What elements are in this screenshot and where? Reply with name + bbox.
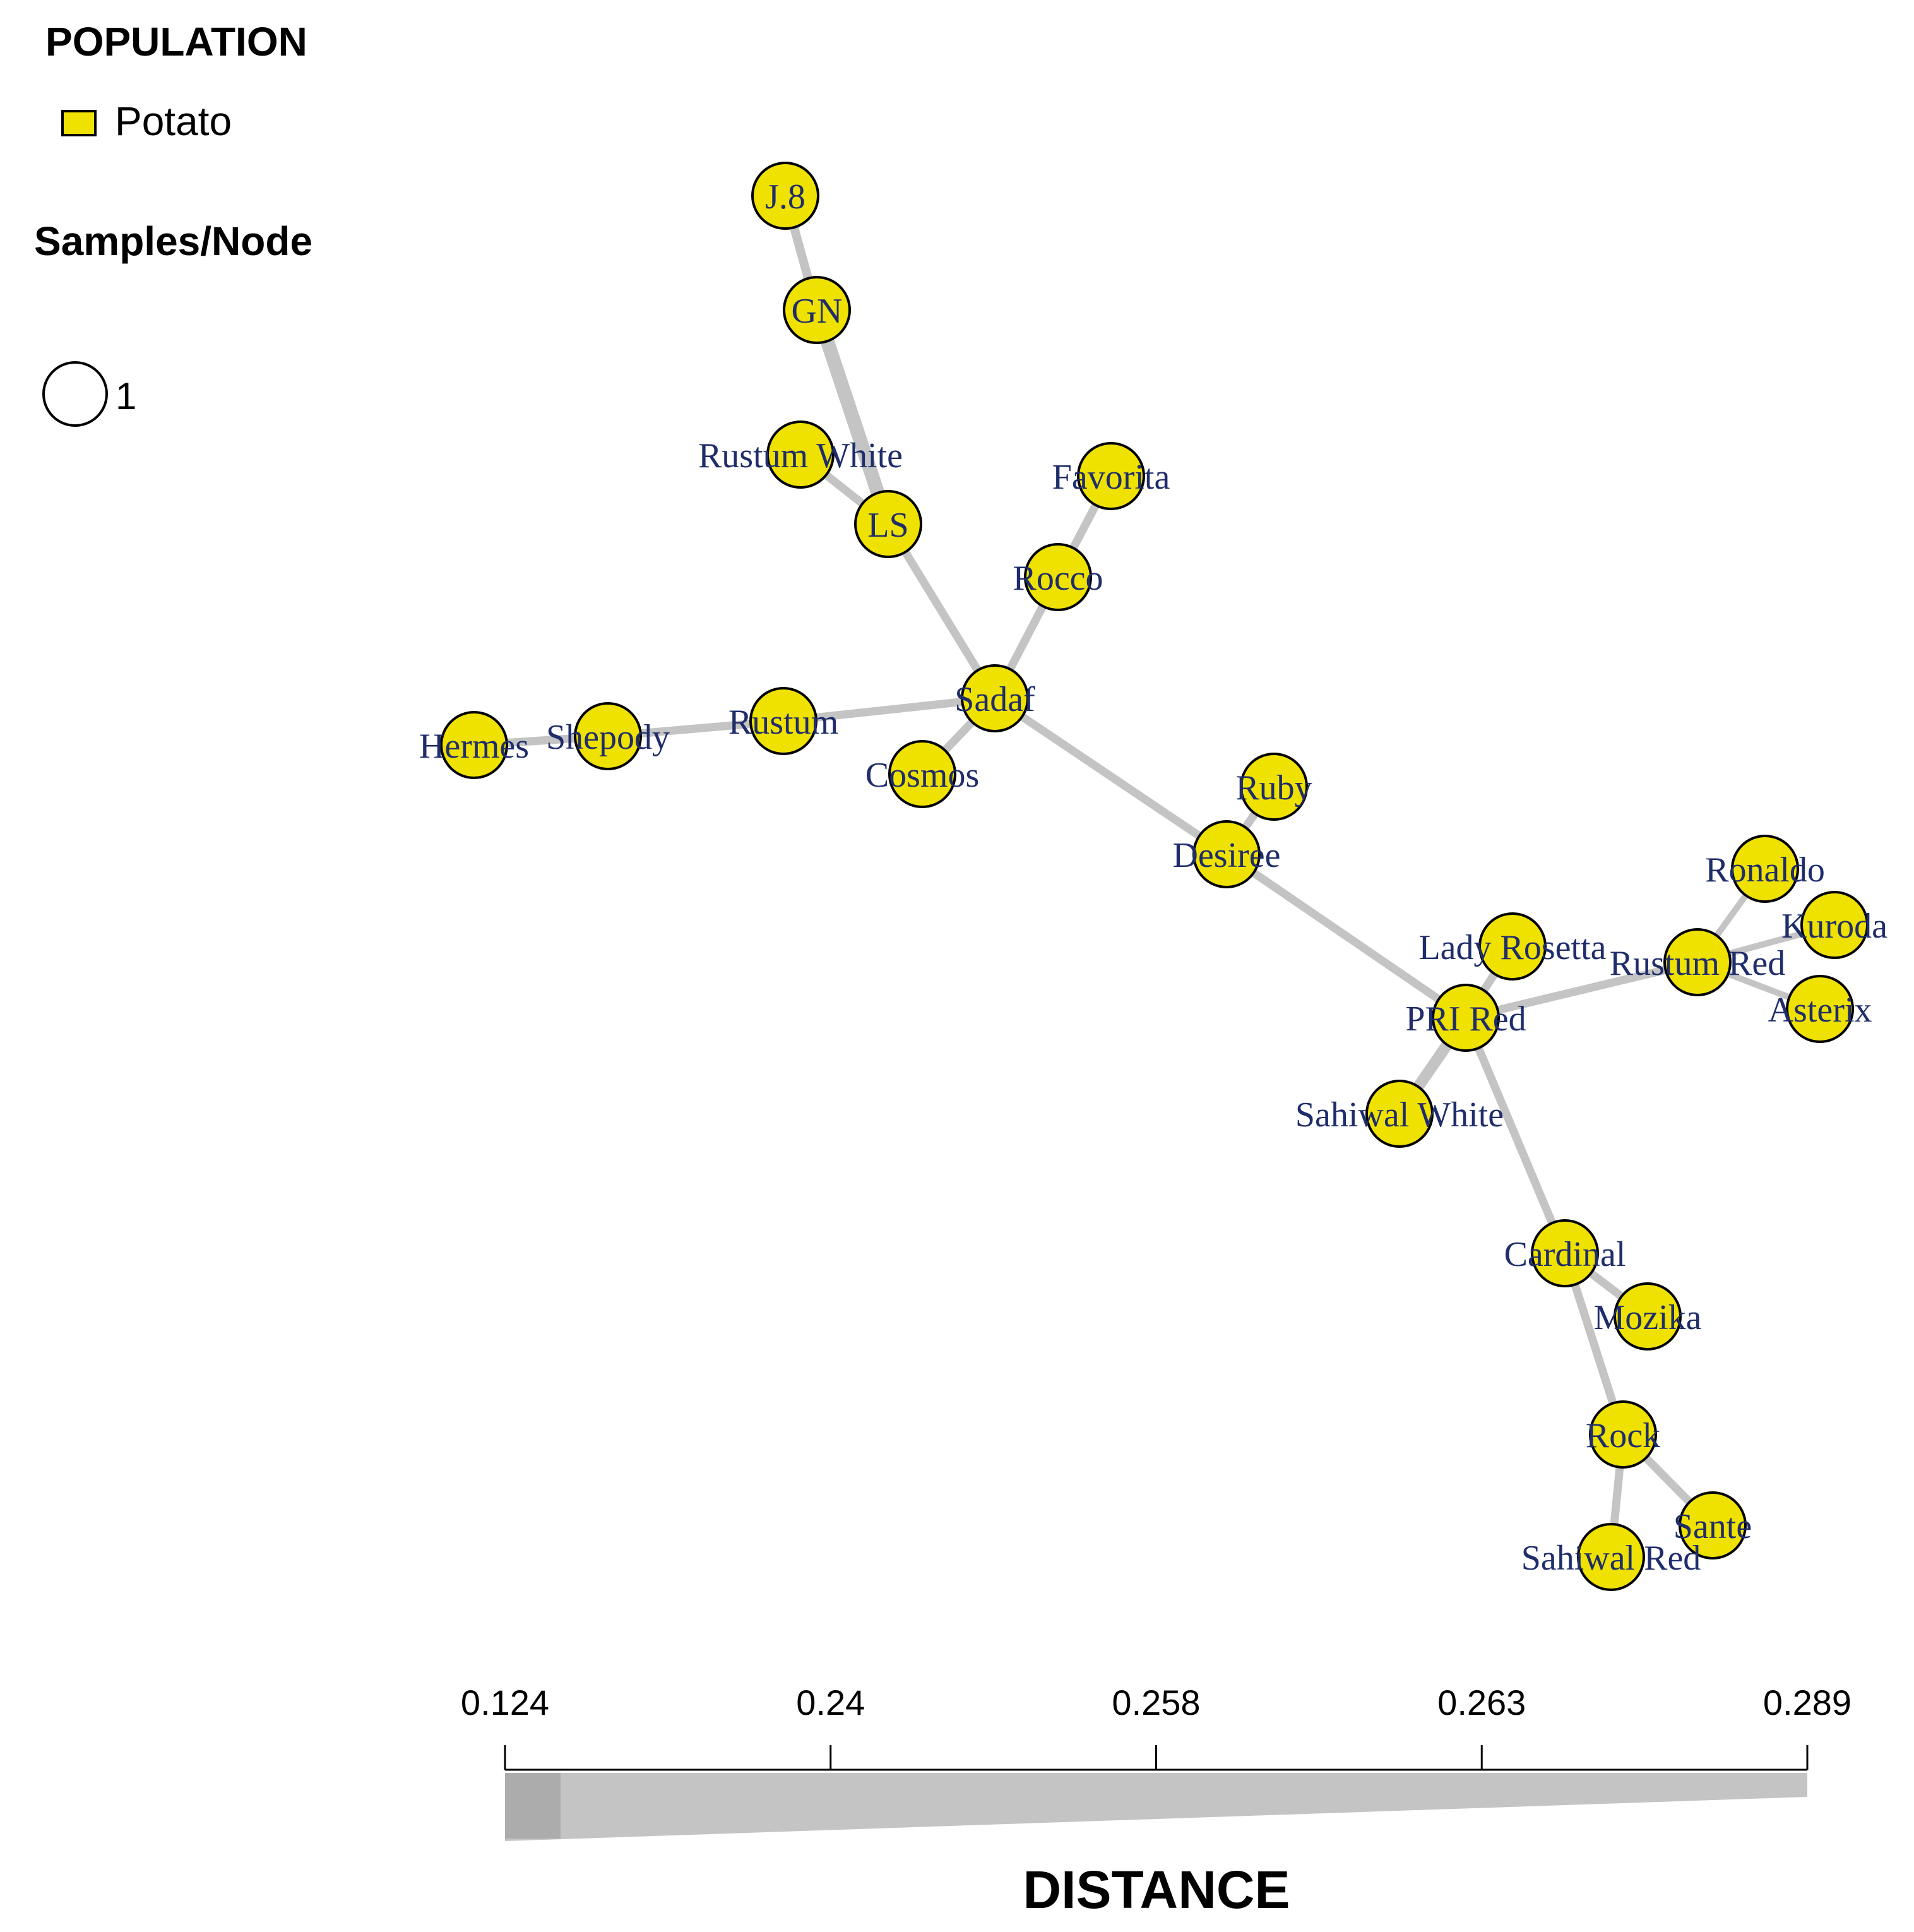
- edge-pri-red-to-rustum-red: [1465, 958, 1699, 1022]
- edge-gn-to-ls: [810, 307, 895, 527]
- node-label-j-8: J.8: [765, 177, 805, 217]
- node-label-ls: LS: [867, 506, 908, 545]
- distance-scale-darkest-band: [505, 1773, 561, 1839]
- distance-scale-wedge: [505, 1773, 1807, 1841]
- node-ruby: [1240, 753, 1308, 821]
- node-rustum-red: [1663, 928, 1732, 996]
- node-label-sadaf: Sadaf: [954, 680, 1035, 719]
- node-lady-rosetta: [1478, 912, 1547, 981]
- distance-tick-label-4: 0.289: [1763, 1683, 1852, 1722]
- node-label-rock: Rock: [1586, 1416, 1660, 1455]
- node-rock: [1589, 1400, 1657, 1469]
- distance-scale: 0.124 0.24 0.258 0.263 0.289 DISTANCE: [461, 1683, 1852, 1919]
- node-label-mozika: Mozika: [1593, 1298, 1701, 1337]
- node-rustum-white: [766, 420, 835, 489]
- node-label-rustum-red: Rustum Red: [1610, 944, 1785, 983]
- node-rustum: [749, 687, 817, 755]
- node-favorita: [1077, 442, 1145, 510]
- distance-scale-ticks: 0.124 0.24 0.258 0.263 0.289: [461, 1683, 1852, 1770]
- node-desiree: [1192, 820, 1261, 888]
- node-label-asterix: Asterix: [1768, 991, 1872, 1030]
- node-label-cosmos: Cosmos: [865, 756, 980, 795]
- node-label-rustum-white: Rustum White: [698, 436, 903, 475]
- network-labels: J.8 GN Rustum White LS Favorita Rocco Sadaf Rus…: [419, 177, 1887, 1578]
- node-label-gn: GN: [792, 292, 843, 331]
- node-label-ruby: Ruby: [1235, 768, 1312, 808]
- node-label-pri-red: PRI Red: [1405, 999, 1526, 1039]
- node-ronaldo: [1731, 835, 1799, 903]
- potato-legend-label: Potato: [115, 98, 232, 144]
- edge-desiree-to-pri-red: [1224, 850, 1468, 1022]
- node-rocco: [1024, 543, 1092, 611]
- node-cardinal: [1531, 1219, 1599, 1287]
- node-label-hermes: Hermes: [419, 727, 529, 766]
- node-label-cardinal: Cardinal: [1504, 1235, 1626, 1274]
- edge-sadaf-to-desiree: [992, 695, 1229, 858]
- distance-tick-label-2: 0.258: [1112, 1683, 1200, 1722]
- node-pri-red: [1432, 984, 1500, 1052]
- node-size-legend-label: 1: [116, 375, 136, 417]
- node-ls: [854, 490, 922, 558]
- samples-per-node-title: Samples/Node: [34, 218, 312, 264]
- network-nodes: [440, 162, 1869, 1591]
- population-legend-title: POPULATION: [45, 19, 307, 64]
- node-size-legend-circle: [42, 361, 108, 427]
- distance-tick-label-3: 0.263: [1437, 1683, 1526, 1722]
- edge-rustum-to-sadaf: [783, 694, 996, 725]
- node-j-8: [751, 162, 819, 230]
- node-label-rocco: Rocco: [1013, 559, 1103, 598]
- distance-tick-label-1: 0.24: [796, 1683, 865, 1722]
- node-label-kuroda: Kuroda: [1781, 907, 1887, 946]
- node-label-desiree: Desiree: [1172, 836, 1280, 875]
- edge-pri-red-to-cardinal: [1462, 1016, 1569, 1255]
- node-cosmos: [888, 740, 956, 808]
- potato-legend-swatch: [61, 110, 97, 136]
- node-kuroda: [1800, 891, 1869, 959]
- node-label-ronaldo: Ronaldo: [1705, 850, 1825, 890]
- node-label-favorita: Favorita: [1052, 458, 1170, 497]
- legend: POPULATION Potato Samples/Node 1: [34, 19, 312, 427]
- node-label-sante: Sante: [1673, 1507, 1752, 1546]
- node-sahiwal-red: [1577, 1523, 1645, 1591]
- node-label-rustum: Rustum: [728, 703, 838, 742]
- node-label-shepody: Shepody: [546, 718, 670, 757]
- node-gn: [783, 276, 851, 344]
- node-hermes: [440, 711, 508, 779]
- node-asterix: [1786, 975, 1854, 1043]
- node-label-sahiwal-red: Sahiwal Red: [1521, 1539, 1701, 1578]
- network-edges: [473, 194, 1836, 1558]
- node-shepody: [574, 702, 642, 770]
- distance-scale-title: DISTANCE: [1023, 1860, 1290, 1919]
- node-sadaf: [961, 664, 1029, 732]
- distance-tick-label-0: 0.124: [461, 1683, 549, 1722]
- node-label-sahiwal-white: Sahiwal White: [1295, 1095, 1504, 1135]
- node-mozika: [1614, 1282, 1682, 1351]
- node-sante: [1679, 1491, 1747, 1559]
- node-sahiwal-white: [1365, 1080, 1434, 1148]
- node-label-lady-rosetta: Lady Rosetta: [1418, 928, 1606, 967]
